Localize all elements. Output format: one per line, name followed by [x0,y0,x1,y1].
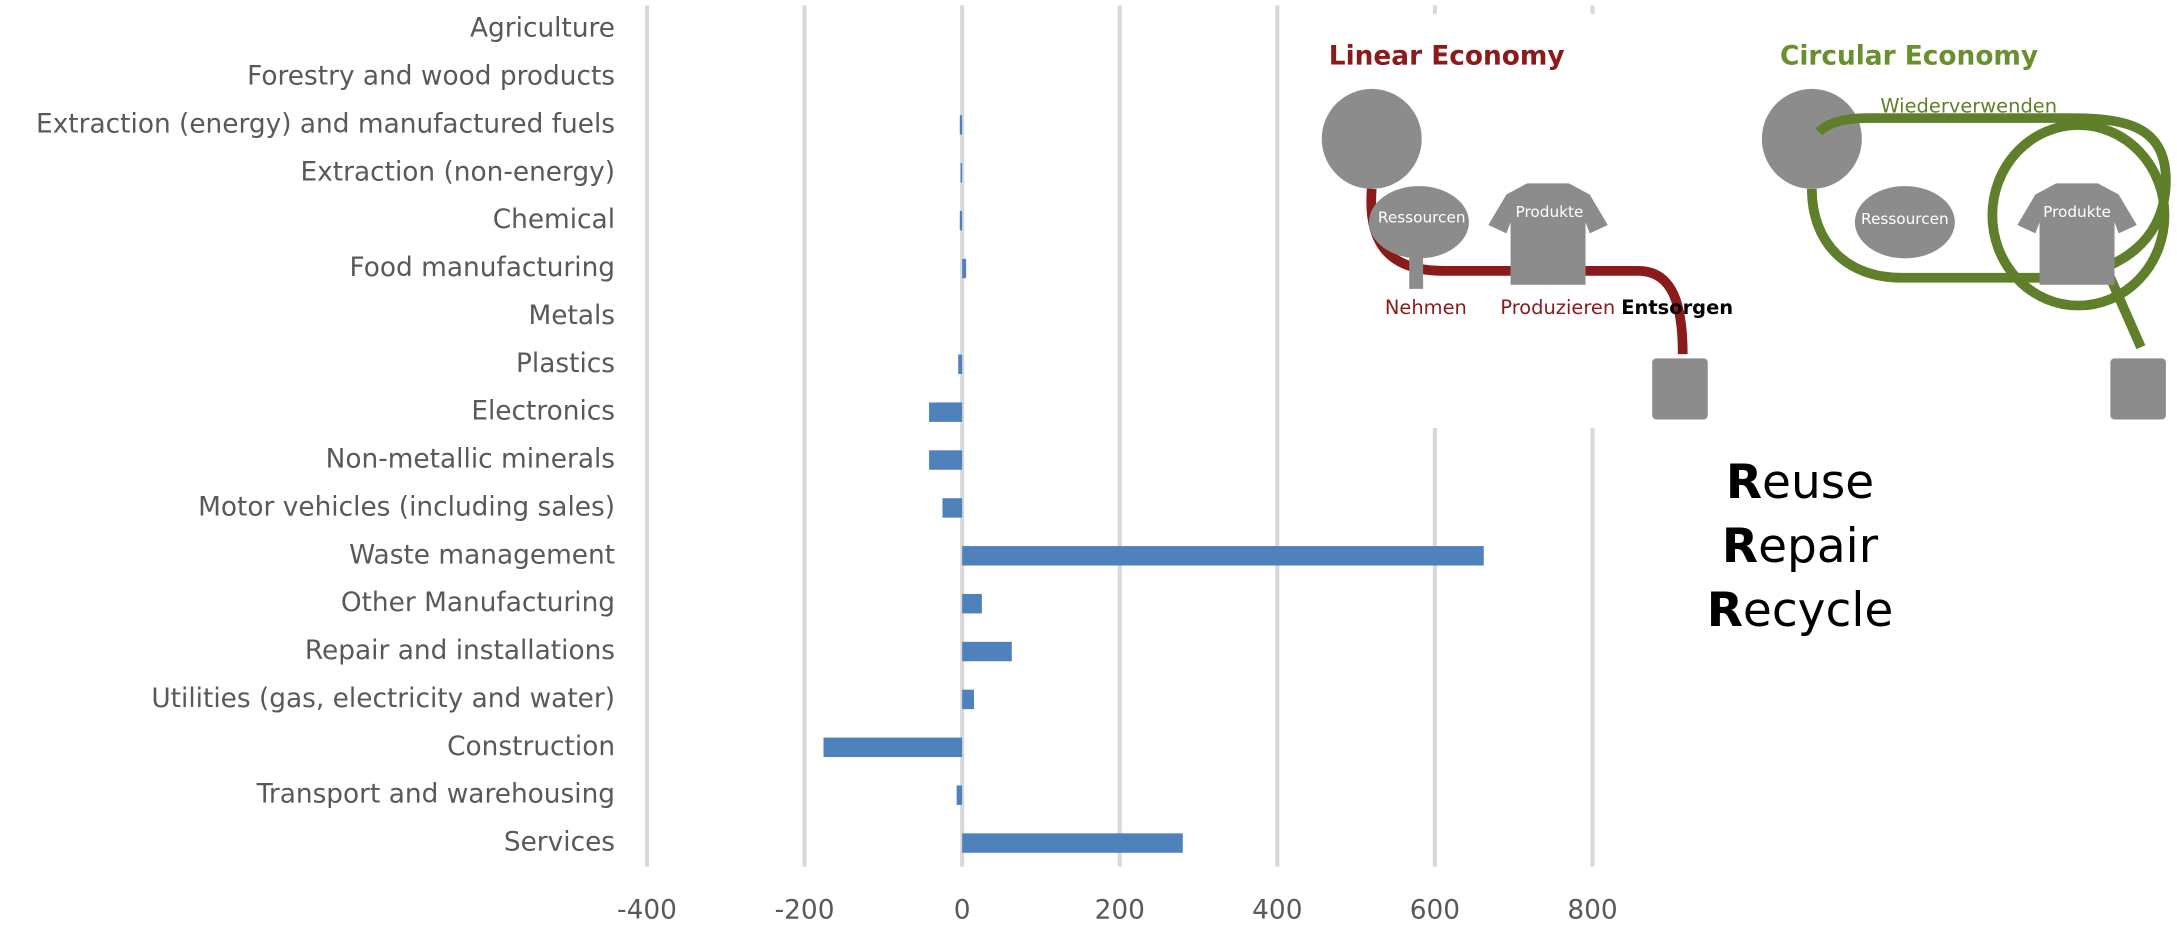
x-tick-label: 600 [1410,896,1460,925]
tree-icon [1854,186,1955,259]
y-tick-label: Construction [447,732,615,762]
economy-diagram: Linear Economy Circular Economy Ressourc… [1305,13,2177,428]
x-tick-label: 400 [1252,896,1302,925]
x-tick-label: 0 [954,896,971,925]
slogan-word: Repair [1721,519,1879,574]
y-tick-label: Utilities (gas, electricity and water) [151,684,615,714]
slogan-word: Reuse [1725,455,1875,510]
shirt-icon [2017,183,2137,285]
globe-icon [1761,88,1862,189]
y-tick-label: Non-metallic minerals [326,445,615,475]
label: Produzieren [1500,296,1615,319]
bar [962,258,967,279]
y-tick-label: Plastics [516,349,615,379]
label: Ressourcen [1861,210,1949,228]
x-tick-label: -200 [775,896,835,925]
y-tick-label: Extraction (non-energy) [301,157,616,187]
y-tick-label: Food manufacturing [350,253,616,283]
circular-title: Circular Economy [1780,41,2038,71]
bar [929,402,963,422]
bar [956,785,963,805]
y-tick-label: Other Manufacturing [341,588,615,618]
y-tick-label: Agriculture [470,14,615,44]
tree-trunk [1409,250,1424,289]
linear-title: Linear Economy [1329,41,1565,71]
bar [929,450,963,470]
bar [962,546,1484,566]
slogan-word: Recycle [1706,583,1894,638]
y-tick-label: Forestry and wood products [247,62,615,92]
y-tick-label: Extraction (energy) and manufactured fue… [36,109,615,139]
label: Wiederverwenden [1880,94,2057,117]
bar [960,163,963,183]
label: Entsorgen [1621,296,1733,319]
x-tick-label: 200 [1095,896,1145,925]
y-tick-label: Transport and warehousing [256,780,615,810]
label: Ressourcen [1378,209,1466,227]
dispose-arrow [2105,275,2146,350]
y-tick-label: Motor vehicles (including sales) [198,492,615,522]
bars [823,115,1484,853]
y-tick-label: Electronics [471,397,615,427]
y-tick-label: Metals [529,301,616,331]
shirt-icon [1488,183,1608,285]
bar [958,354,963,375]
globe-icon [1321,88,1422,189]
inner-loop [1987,120,2170,311]
trash-icon [1652,358,1708,420]
x-tick-label: 800 [1567,896,1617,925]
label: Nehmen [1385,296,1467,319]
y-tick-label: Chemical [493,205,615,235]
label: Produkte [1516,203,1584,221]
label: Produkte [2043,203,2111,221]
bar [962,593,982,614]
bar [962,833,1183,853]
bar [959,210,963,231]
y-tick-label: Repair and installations [305,636,615,666]
x-tick-label: -400 [617,896,677,925]
trash-icon [2110,358,2166,420]
bar [962,641,1012,662]
y-tick-label: Waste management [349,540,615,570]
bar [962,689,974,710]
bar [959,115,963,135]
bar [942,498,963,518]
tree-icon [1368,186,1469,259]
bar [823,737,963,758]
y-tick-label: Services [504,828,615,858]
